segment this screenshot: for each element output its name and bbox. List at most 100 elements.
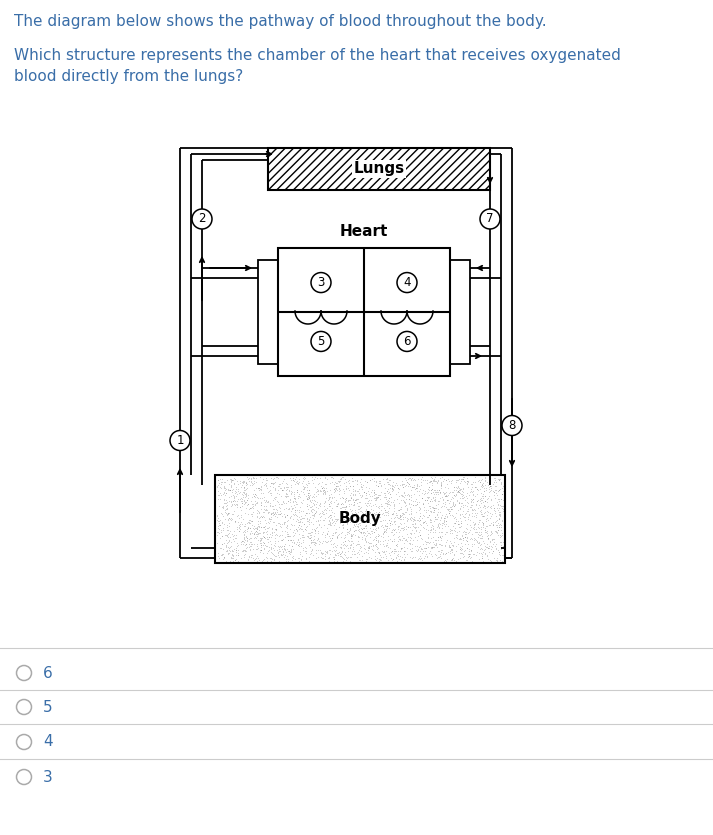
Point (407, 473, 419, 487)
Point (359, 542, 371, 555)
Point (227, 528, 238, 541)
Point (433, 520, 444, 534)
Point (493, 501, 505, 514)
Point (285, 487, 297, 500)
Point (486, 554, 497, 567)
Point (428, 485, 439, 498)
Point (302, 490, 314, 504)
Point (373, 501, 384, 514)
Point (389, 542, 401, 555)
Point (240, 518, 251, 531)
Point (445, 495, 456, 509)
Point (386, 508, 397, 521)
Point (308, 493, 319, 507)
Point (407, 551, 419, 564)
Point (219, 482, 230, 495)
Point (241, 498, 252, 512)
Point (271, 490, 282, 504)
Point (405, 527, 416, 540)
Point (391, 554, 403, 568)
Point (352, 519, 364, 533)
Point (315, 479, 327, 493)
Point (304, 510, 316, 524)
Point (279, 515, 291, 529)
Point (347, 483, 359, 496)
Point (497, 479, 508, 493)
Point (260, 523, 271, 536)
Point (248, 471, 260, 484)
Point (284, 495, 296, 509)
Point (235, 494, 246, 508)
Point (314, 484, 326, 498)
Point (364, 507, 375, 520)
Point (380, 524, 391, 537)
Point (464, 547, 476, 560)
Point (455, 473, 466, 486)
Point (369, 483, 380, 497)
Point (459, 530, 471, 544)
Point (247, 497, 258, 510)
Point (341, 511, 352, 524)
Point (223, 506, 235, 519)
Point (335, 546, 347, 559)
Point (303, 477, 314, 490)
Point (422, 483, 434, 496)
Point (473, 522, 484, 535)
Point (230, 544, 242, 557)
Point (266, 527, 277, 540)
Point (239, 498, 250, 511)
Point (261, 530, 272, 544)
Point (396, 474, 408, 488)
Point (232, 549, 244, 562)
Point (222, 546, 234, 559)
Point (333, 482, 344, 495)
Point (280, 476, 292, 489)
Point (297, 534, 308, 547)
Point (238, 480, 250, 493)
Point (406, 537, 417, 550)
Point (212, 526, 224, 539)
Point (248, 519, 260, 533)
Point (253, 483, 265, 497)
Point (287, 550, 298, 564)
Point (396, 541, 408, 554)
Point (258, 542, 270, 555)
Point (432, 483, 443, 497)
Point (374, 510, 385, 524)
Point (371, 513, 382, 526)
Point (469, 480, 481, 493)
Point (337, 544, 348, 558)
Point (427, 491, 438, 504)
Point (379, 519, 391, 533)
Point (298, 517, 309, 530)
Point (248, 474, 260, 488)
Point (360, 519, 371, 533)
Point (282, 509, 293, 522)
Point (361, 487, 372, 500)
Point (422, 524, 434, 537)
Point (410, 550, 421, 564)
Point (214, 514, 225, 527)
Point (292, 523, 303, 536)
Point (303, 483, 314, 497)
Point (283, 483, 294, 497)
Point (497, 539, 508, 553)
Point (251, 509, 262, 523)
Point (282, 534, 294, 547)
Point (356, 489, 368, 503)
Point (328, 490, 339, 504)
Point (493, 492, 505, 505)
Point (281, 509, 292, 522)
Point (383, 483, 394, 496)
Point (490, 537, 501, 550)
Point (446, 544, 457, 557)
Point (237, 474, 249, 488)
Point (353, 503, 364, 516)
Point (439, 481, 451, 494)
Point (347, 529, 358, 542)
Point (463, 544, 475, 558)
Point (375, 479, 386, 493)
Point (491, 526, 502, 539)
Point (337, 538, 349, 551)
Point (331, 482, 342, 495)
